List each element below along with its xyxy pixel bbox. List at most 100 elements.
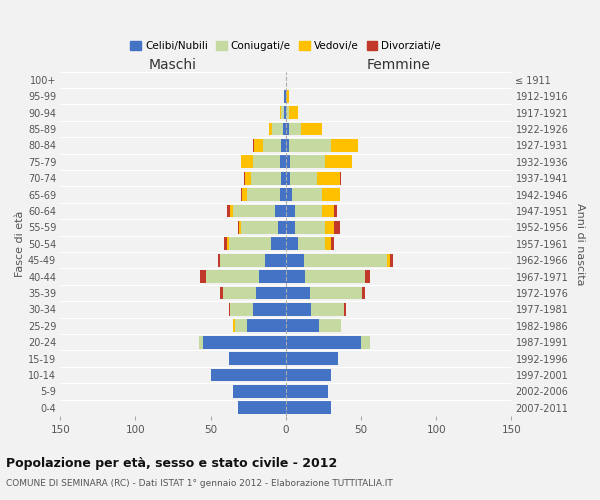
Text: Maschi: Maschi xyxy=(149,58,197,72)
Bar xyxy=(227,238,229,250)
Bar xyxy=(310,286,362,300)
Bar xyxy=(304,254,386,266)
Bar xyxy=(241,221,278,234)
Bar xyxy=(218,254,220,266)
Bar xyxy=(286,254,304,266)
Bar xyxy=(317,172,340,184)
Bar xyxy=(286,352,338,365)
Bar xyxy=(289,106,298,119)
Bar xyxy=(245,172,251,184)
Bar xyxy=(286,106,289,119)
Bar xyxy=(325,221,334,234)
Bar xyxy=(211,368,286,382)
Bar xyxy=(206,270,259,283)
Bar xyxy=(233,320,235,332)
Bar xyxy=(286,221,295,234)
Bar xyxy=(220,254,265,266)
Bar xyxy=(331,238,334,250)
Bar xyxy=(284,106,286,119)
Bar xyxy=(319,320,341,332)
Bar xyxy=(244,172,245,184)
Bar xyxy=(230,303,253,316)
Bar xyxy=(286,139,289,152)
Bar xyxy=(295,221,325,234)
Bar xyxy=(361,336,370,348)
Bar xyxy=(272,122,283,136)
Bar xyxy=(239,221,241,234)
Bar xyxy=(253,139,254,152)
Bar xyxy=(230,204,233,218)
Bar xyxy=(292,188,322,201)
Bar xyxy=(247,320,286,332)
Bar xyxy=(224,238,227,250)
Bar xyxy=(340,172,341,184)
Bar xyxy=(289,122,301,136)
Bar xyxy=(281,106,284,119)
Bar xyxy=(286,90,289,102)
Bar xyxy=(223,286,256,300)
Bar xyxy=(286,385,328,398)
Bar xyxy=(311,303,344,316)
Bar xyxy=(238,402,286,414)
Bar xyxy=(334,204,337,218)
Bar xyxy=(265,254,286,266)
Bar xyxy=(286,156,290,168)
Y-axis label: Anni di nascita: Anni di nascita xyxy=(575,202,585,285)
Bar xyxy=(286,122,289,136)
Bar xyxy=(280,106,281,119)
Bar xyxy=(235,320,247,332)
Bar xyxy=(286,270,305,283)
Bar xyxy=(280,156,286,168)
Bar xyxy=(280,188,286,201)
Bar xyxy=(263,139,281,152)
Bar xyxy=(275,204,286,218)
Bar xyxy=(331,139,358,152)
Bar xyxy=(290,156,325,168)
Bar xyxy=(256,286,286,300)
Bar xyxy=(365,270,370,283)
Bar xyxy=(301,122,322,136)
Bar xyxy=(229,352,286,365)
Bar xyxy=(344,303,346,316)
Bar xyxy=(259,270,286,283)
Bar xyxy=(281,172,286,184)
Bar xyxy=(286,172,290,184)
Bar xyxy=(281,139,286,152)
Bar xyxy=(286,402,331,414)
Bar xyxy=(238,221,239,234)
Legend: Celibi/Nubili, Coniugati/e, Vedovi/e, Divorziati/e: Celibi/Nubili, Coniugati/e, Vedovi/e, Di… xyxy=(126,37,445,56)
Bar xyxy=(325,156,352,168)
Bar xyxy=(295,204,322,218)
Bar xyxy=(269,122,272,136)
Text: Popolazione per età, sesso e stato civile - 2012: Popolazione per età, sesso e stato civil… xyxy=(6,458,337,470)
Bar xyxy=(242,188,247,201)
Bar xyxy=(286,368,331,382)
Bar xyxy=(289,139,331,152)
Bar xyxy=(286,336,361,348)
Bar xyxy=(271,238,286,250)
Bar xyxy=(233,204,275,218)
Bar xyxy=(286,204,295,218)
Bar xyxy=(286,188,292,201)
Bar xyxy=(233,385,286,398)
Bar xyxy=(325,238,331,250)
Bar xyxy=(200,270,206,283)
Bar xyxy=(386,254,389,266)
Y-axis label: Fasce di età: Fasce di età xyxy=(15,210,25,277)
Bar xyxy=(251,172,281,184)
Bar xyxy=(220,286,223,300)
Bar xyxy=(286,320,319,332)
Bar xyxy=(389,254,392,266)
Bar xyxy=(253,303,286,316)
Bar xyxy=(253,156,280,168)
Bar xyxy=(254,139,263,152)
Bar xyxy=(229,238,271,250)
Text: Femmine: Femmine xyxy=(367,58,430,72)
Bar xyxy=(286,286,310,300)
Bar xyxy=(278,221,286,234)
Bar xyxy=(286,303,311,316)
Bar xyxy=(334,221,340,234)
Bar xyxy=(247,188,280,201)
Bar xyxy=(290,172,317,184)
Bar xyxy=(199,336,203,348)
